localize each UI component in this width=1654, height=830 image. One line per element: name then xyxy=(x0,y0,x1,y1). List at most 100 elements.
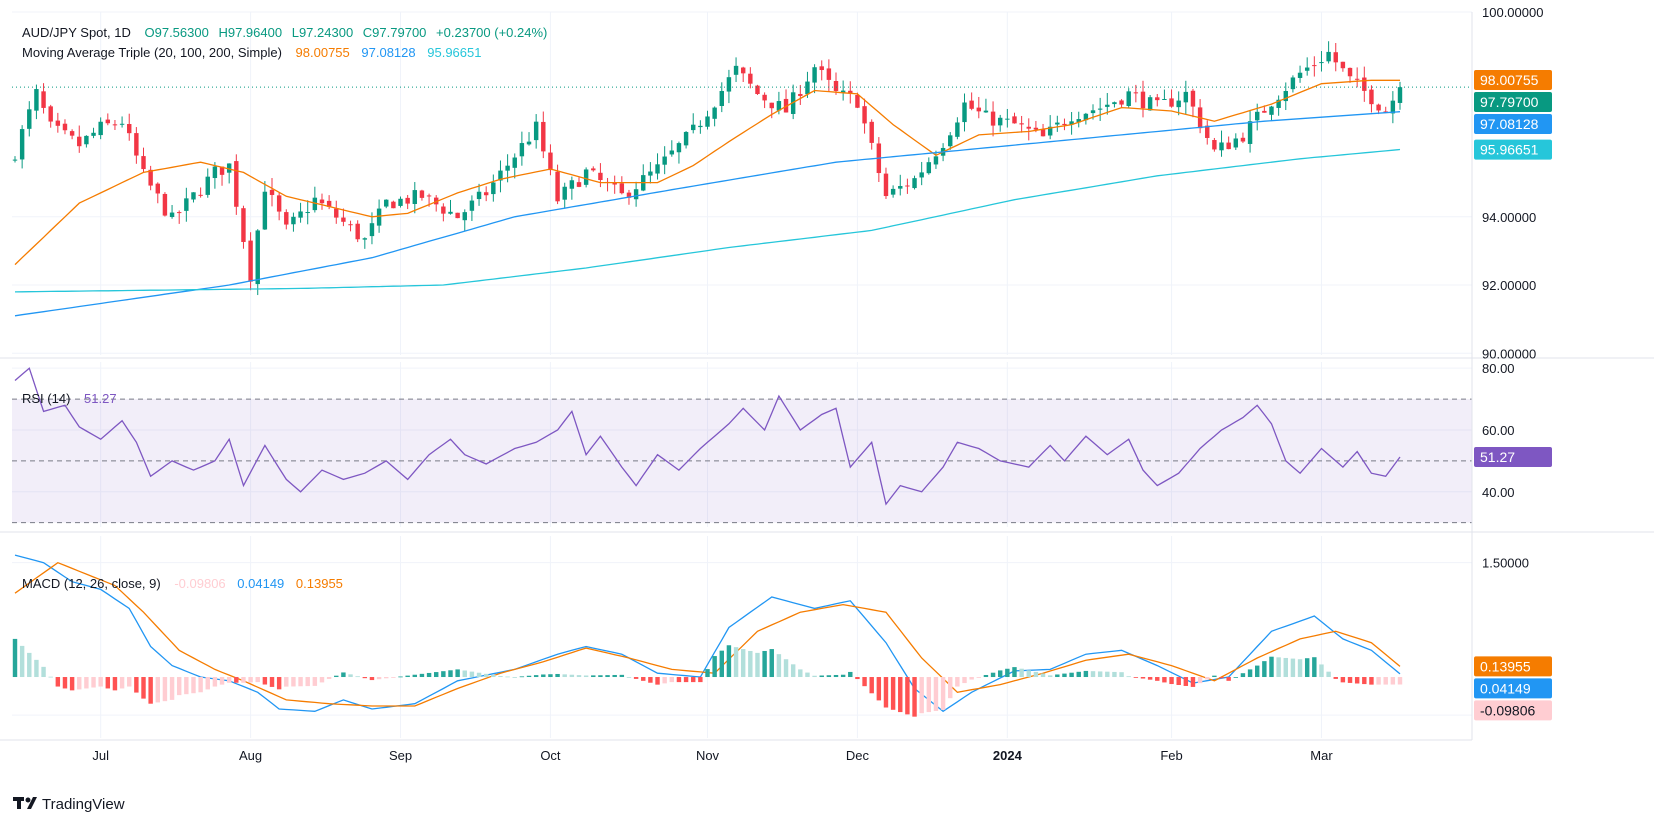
candle[interactable] xyxy=(1040,123,1046,137)
symbol-label[interactable]: AUD/JPY Spot, 1D xyxy=(22,25,131,40)
candle[interactable] xyxy=(1276,95,1281,116)
candle[interactable] xyxy=(1340,61,1346,72)
candle[interactable] xyxy=(55,112,61,133)
candle[interactable] xyxy=(341,208,346,227)
candle[interactable] xyxy=(255,229,260,296)
candle[interactable] xyxy=(1047,115,1053,140)
candle[interactable] xyxy=(369,212,375,245)
candle[interactable] xyxy=(12,156,18,163)
candle[interactable] xyxy=(512,153,517,179)
candle[interactable] xyxy=(476,183,482,206)
candle[interactable] xyxy=(1147,95,1153,111)
candle[interactable] xyxy=(1297,65,1303,83)
candle[interactable] xyxy=(1354,67,1360,88)
candle[interactable] xyxy=(983,98,989,113)
candle[interactable] xyxy=(955,117,960,140)
candle[interactable] xyxy=(48,104,53,128)
candle[interactable] xyxy=(1376,103,1381,115)
candle[interactable] xyxy=(840,80,846,101)
candle[interactable] xyxy=(898,174,903,196)
candle[interactable] xyxy=(669,140,675,157)
candle[interactable] xyxy=(19,125,25,169)
candle[interactable] xyxy=(441,203,446,222)
candle[interactable] xyxy=(1333,43,1338,72)
candle[interactable] xyxy=(62,119,68,135)
candle[interactable] xyxy=(433,195,439,212)
candle[interactable] xyxy=(819,60,824,81)
candle[interactable] xyxy=(27,101,32,137)
candle[interactable] xyxy=(398,196,403,208)
candle[interactable] xyxy=(769,102,774,119)
candle[interactable] xyxy=(319,193,325,210)
candle[interactable] xyxy=(198,187,203,198)
candle[interactable] xyxy=(1012,112,1017,124)
candle[interactable] xyxy=(598,163,603,188)
candle[interactable] xyxy=(127,113,132,141)
candle[interactable] xyxy=(276,192,282,221)
candle[interactable] xyxy=(1347,67,1353,83)
candle[interactable] xyxy=(384,199,389,209)
candle[interactable] xyxy=(726,69,732,104)
candle[interactable] xyxy=(1240,132,1246,144)
candle[interactable] xyxy=(648,162,653,184)
candle[interactable] xyxy=(1233,133,1239,150)
candle[interactable] xyxy=(826,59,832,92)
candle[interactable] xyxy=(1169,89,1174,108)
candle[interactable] xyxy=(712,106,717,127)
candle[interactable] xyxy=(284,209,289,230)
candle[interactable] xyxy=(391,200,396,209)
candle[interactable] xyxy=(990,101,996,137)
candle[interactable] xyxy=(412,182,418,214)
candle[interactable] xyxy=(112,119,118,131)
candle[interactable] xyxy=(569,176,575,200)
candle[interactable] xyxy=(1319,51,1324,72)
candle[interactable] xyxy=(812,64,817,94)
candle[interactable] xyxy=(234,154,239,215)
candle[interactable] xyxy=(876,137,882,182)
candle[interactable] xyxy=(1083,112,1089,125)
candle[interactable] xyxy=(262,181,268,230)
candle[interactable] xyxy=(1183,80,1189,115)
candle[interactable] xyxy=(91,127,96,139)
candle[interactable] xyxy=(34,84,39,120)
candle[interactable] xyxy=(1019,115,1024,133)
candle[interactable] xyxy=(691,113,696,134)
candle[interactable] xyxy=(976,96,982,119)
candle[interactable] xyxy=(526,132,532,146)
candle[interactable] xyxy=(291,212,296,232)
macd-indicator-name[interactable]: MACD (12, 26, close, 9) xyxy=(22,576,161,591)
candle[interactable] xyxy=(1390,91,1396,124)
candle[interactable] xyxy=(883,167,889,199)
candle[interactable] xyxy=(1005,108,1010,128)
candle[interactable] xyxy=(1369,85,1374,113)
candle[interactable] xyxy=(1397,81,1403,110)
candle[interactable] xyxy=(69,129,75,140)
candle[interactable] xyxy=(1269,105,1274,121)
candle[interactable] xyxy=(926,157,932,175)
candle[interactable] xyxy=(105,113,111,126)
candle[interactable] xyxy=(755,84,760,95)
candle[interactable] xyxy=(1105,93,1110,115)
candle[interactable] xyxy=(562,182,567,208)
candle[interactable] xyxy=(148,165,153,191)
candle[interactable] xyxy=(219,166,225,186)
candle[interactable] xyxy=(41,83,46,114)
rsi-indicator-name[interactable]: RSI (14) xyxy=(22,391,70,406)
candle[interactable] xyxy=(491,174,496,202)
candle[interactable] xyxy=(605,177,610,192)
candle[interactable] xyxy=(1290,75,1296,93)
candle[interactable] xyxy=(912,175,917,190)
candle[interactable] xyxy=(1097,97,1103,121)
candle[interactable] xyxy=(705,110,710,130)
candle[interactable] xyxy=(362,237,368,249)
candle[interactable] xyxy=(205,168,210,198)
candle[interactable] xyxy=(1069,112,1074,135)
candle[interactable] xyxy=(1312,56,1317,77)
candle[interactable] xyxy=(591,166,596,172)
candle[interactable] xyxy=(355,220,360,243)
candle[interactable] xyxy=(269,178,275,207)
candle[interactable] xyxy=(1026,118,1031,141)
candle[interactable] xyxy=(141,147,146,173)
candle[interactable] xyxy=(676,141,682,164)
candle[interactable] xyxy=(969,92,974,111)
